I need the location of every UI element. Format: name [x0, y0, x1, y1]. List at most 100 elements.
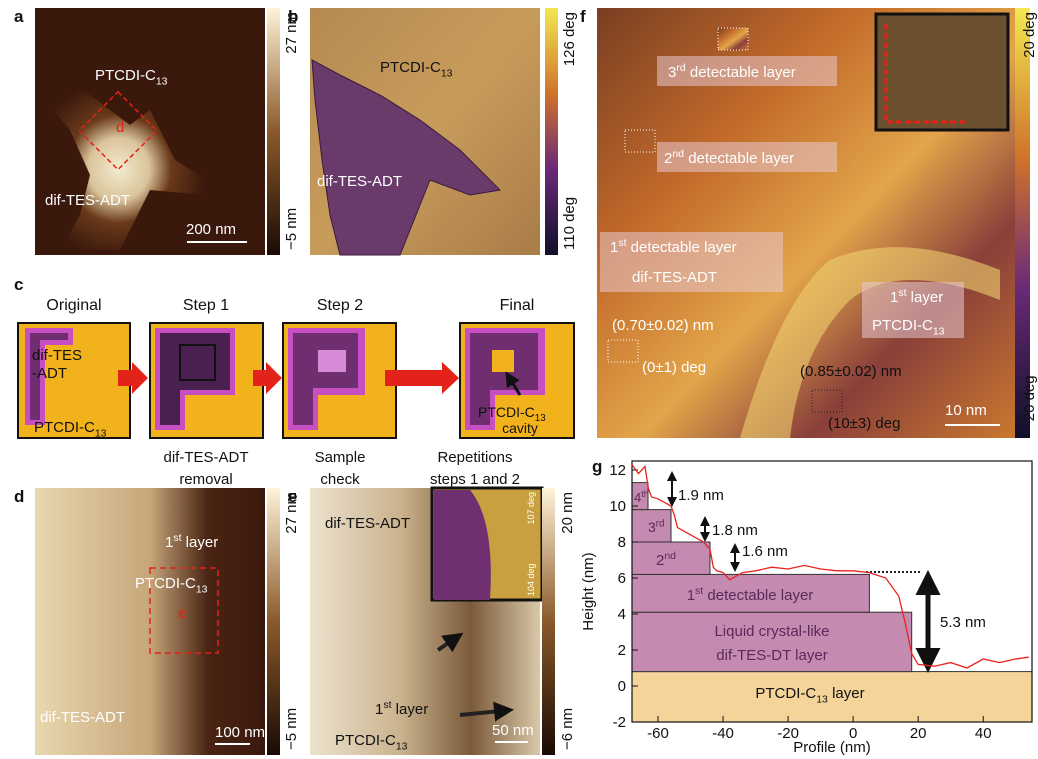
- text-run: 4: [634, 490, 641, 505]
- superscript: st: [898, 287, 906, 299]
- superscript: st: [383, 699, 391, 711]
- colorbar: [545, 8, 558, 255]
- text-run: detectable layer: [686, 64, 796, 81]
- subscript: 13: [441, 68, 453, 80]
- text-run: PTCDI-C: [872, 317, 933, 334]
- label: (0.85±0.02) nm: [800, 363, 902, 380]
- text-run: layer: [828, 685, 865, 702]
- panel-label: c: [14, 275, 23, 294]
- label: 1st layer: [890, 287, 943, 306]
- subscript: 13: [196, 584, 208, 596]
- superscript: nd: [672, 148, 684, 160]
- colorbar: [542, 488, 555, 755]
- colorbar-label: 27 nm: [283, 492, 300, 534]
- text-run: 1: [375, 701, 383, 718]
- text-run: detectable layer: [684, 150, 794, 167]
- subscript: 13: [95, 428, 107, 440]
- figure: abcdefgPTCDI-C13ddif-TES-ADT200 nm27 nm−…: [0, 0, 1038, 759]
- label: dif-TES-ADT: [40, 709, 125, 726]
- label: (0.70±0.02) nm: [612, 317, 714, 334]
- x-tick-label: 40: [975, 725, 992, 742]
- label: 200 nm: [186, 221, 236, 238]
- x-tick-label: -60: [647, 725, 669, 742]
- step-title: Final: [500, 297, 535, 314]
- superscript: nd: [664, 550, 676, 562]
- text-run: 2: [656, 552, 664, 569]
- annotation: 1.9 nm: [678, 487, 724, 504]
- layer-label: dif-TES-DT layer: [716, 647, 827, 664]
- superscript: st: [695, 585, 703, 597]
- step-title: Original: [46, 297, 101, 314]
- label: dif-TES-ADT: [317, 173, 402, 190]
- label: (10±3) deg: [828, 415, 900, 432]
- colorbar-label: 20 deg: [1021, 12, 1038, 58]
- label: 1st layer: [165, 532, 218, 551]
- label: dif-TES: [32, 347, 82, 364]
- label: 50 nm: [492, 722, 534, 739]
- subscript: 13: [396, 741, 408, 753]
- annotation: 1.6 nm: [742, 543, 788, 560]
- schematic: [18, 323, 574, 438]
- label: e: [178, 605, 186, 622]
- superscript: st: [618, 237, 626, 249]
- y-tick-label: 12: [609, 462, 626, 479]
- superscript: rd: [676, 62, 685, 74]
- text-run: layer: [182, 534, 219, 551]
- y-tick-label: 8: [618, 534, 626, 551]
- label: 1st detectable layer: [610, 237, 737, 256]
- colorbar: [267, 488, 280, 755]
- caption: dif-TES-ADT: [163, 449, 248, 466]
- subscript: 13: [933, 326, 945, 338]
- text-run: PTCDI-C: [135, 575, 196, 592]
- text-run: 1: [165, 534, 173, 551]
- text-run: PTCDI-C: [755, 685, 816, 702]
- text-run: Liquid crystal-like: [714, 623, 829, 640]
- colorbar-label: 110 deg: [561, 197, 578, 250]
- colorbar-label: −20 deg: [1021, 375, 1038, 430]
- y-tick-label: 2: [618, 642, 626, 659]
- text-run: dif-TES-DT layer: [716, 647, 827, 664]
- text-run: 1: [890, 289, 898, 306]
- text-run: PTCDI-C: [34, 419, 95, 436]
- label: 3rd detectable layer: [668, 62, 796, 81]
- label: 2nd detectable layer: [664, 148, 794, 167]
- subscript: 13: [816, 694, 828, 706]
- y-tick-label: 6: [618, 570, 626, 587]
- caption: check: [320, 471, 360, 488]
- x-tick-label: -40: [712, 725, 734, 742]
- colorbar: [267, 8, 280, 255]
- inset-colorbar-label: 107 deg: [526, 492, 536, 525]
- label: dif-TES-ADT: [45, 192, 130, 209]
- subscript: 13: [156, 76, 168, 88]
- colorbar-label: −6 nm: [559, 708, 576, 750]
- shape: [318, 350, 346, 372]
- label: dif-TES-ADT: [325, 515, 410, 532]
- text-run: layer: [907, 289, 944, 306]
- lattice: [718, 28, 748, 50]
- annotation: 1.8 nm: [712, 522, 758, 539]
- label: d: [116, 119, 124, 136]
- panel-label: g: [592, 457, 602, 476]
- inset: [876, 14, 1008, 130]
- text-run: 2: [664, 150, 672, 167]
- colorbar-label: −5 nm: [283, 708, 300, 750]
- caption: steps 1 and 2: [430, 471, 520, 488]
- label: 10 nm: [945, 402, 987, 419]
- label: -ADT: [32, 365, 67, 382]
- colorbar-label: −5 nm: [283, 208, 300, 250]
- y-tick-label: 0: [618, 678, 626, 695]
- inset-colorbar-label: 104 deg: [526, 563, 536, 596]
- y-tick-label: 10: [609, 498, 626, 515]
- text-run: 1: [610, 239, 618, 256]
- text-run: PTCDI-C: [335, 732, 396, 749]
- step-title: Step 1: [183, 297, 229, 314]
- text-run: detectable layer: [703, 587, 813, 604]
- y-tick-label: 4: [618, 606, 626, 623]
- annotation: 5.3 nm: [940, 614, 986, 631]
- layer-label: Liquid crystal-like: [714, 623, 829, 640]
- text-run: 3: [648, 519, 656, 535]
- label: cavity: [502, 420, 538, 436]
- caption: Repetitions: [437, 449, 512, 466]
- caption: Sample: [315, 449, 366, 466]
- x-axis-label: Profile (nm): [793, 739, 871, 756]
